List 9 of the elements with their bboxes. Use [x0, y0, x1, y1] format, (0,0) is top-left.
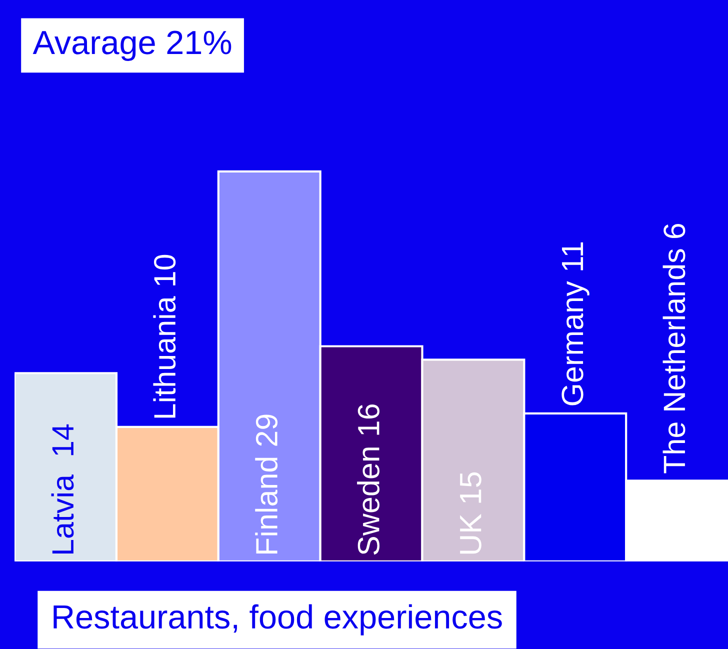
- data-label: Finland 29: [255, 414, 278, 554]
- data-label: UK 15: [460, 472, 482, 554]
- data-label: Latvia 14: [51, 424, 74, 554]
- chart-title: Avarage 21%: [32, 30, 232, 61]
- data-label: Germany 11: [562, 242, 590, 406]
- x-axis-title: Restaurants, food experiences: [54, 604, 502, 636]
- data-label: Sweden 16: [357, 404, 380, 555]
- data-label: Lithuania 10: [153, 254, 176, 418]
- data-label: The Netherlands 6: [662, 224, 686, 474]
